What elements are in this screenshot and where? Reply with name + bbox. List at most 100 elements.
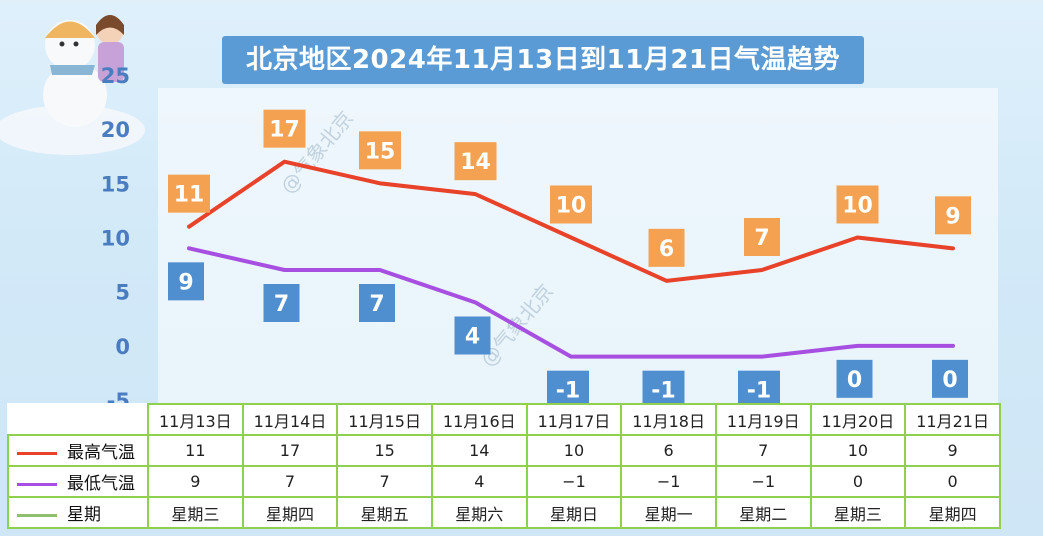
low-temp-label-box: [359, 284, 395, 322]
legend-line-swatch: [17, 482, 57, 486]
high-temp-label: 6: [659, 237, 674, 262]
low-temp-label-box: [932, 359, 968, 398]
high-temp-label-box: [648, 228, 685, 267]
table-cell: 7: [336, 465, 433, 498]
empty-corner-cell: [8, 404, 148, 435]
high-temp-line: [187, 159, 955, 283]
table-cell: 10: [525, 434, 623, 467]
table-cell: 星期五: [336, 496, 433, 529]
table-cell: −1: [620, 465, 717, 498]
series-lines: [187, 159, 955, 359]
low-temp-label: 9: [178, 270, 193, 295]
y-tick-label: 10: [101, 227, 130, 251]
high-temp-label-box: [359, 131, 401, 170]
low-temp-label-box: [454, 316, 491, 355]
date-cell: 11月19日: [714, 403, 812, 436]
table-cell: 14: [430, 434, 528, 467]
row-legend-cell: 最低气温: [7, 465, 149, 498]
high-temp-label: 11: [174, 183, 205, 208]
legend-line-swatch: [17, 513, 57, 517]
low-temp-label: 0: [847, 368, 862, 393]
table-cell: 7: [241, 465, 339, 498]
low-temp-label: -1: [556, 379, 580, 404]
table-body: 11月13日 11月14日 11月15日 11月16日 11月17日 11月18日 11月1…: [7, 403, 1001, 529]
chart-title: 北京地区2024年11月13日到11月21日气温趋势: [245, 45, 841, 75]
high-temp-label: 9: [945, 204, 960, 229]
low-temp-label-box: [738, 370, 780, 409]
date-cell: 11月20日: [809, 403, 907, 436]
high-temp-label-box: [935, 196, 971, 235]
row-label: 最高气温: [67, 443, 135, 463]
table-row: 星期 星期三 星期四 星期五 星期六 星期日 星期一 星期二 星期三 星期四: [7, 496, 1001, 529]
row-legend-cell: 最高气温: [7, 434, 149, 467]
low-temp-label-box: [263, 284, 300, 322]
low-temp-label: 7: [369, 292, 384, 317]
date-cell: 11月18日: [620, 403, 717, 436]
data-table: 11月13日 11月14日 11月15日 11月16日 11月17日 11月18日 11月1…: [7, 403, 1001, 529]
table-cell: 11: [147, 434, 244, 467]
high-temp-label-box: [550, 185, 592, 224]
table-cell: 0: [904, 465, 1001, 498]
y-tick-label: 5: [115, 281, 130, 305]
date-header-row: 11月13日 11月14日 11月15日 11月16日 11月17日 11月18日 11月1…: [8, 403, 1001, 436]
date-cell: 11月13日: [147, 403, 244, 436]
snowman-illustration: [0, 15, 145, 155]
high-temp-label: 15: [365, 139, 396, 164]
low-temp-label-box: [547, 370, 589, 409]
table-cell: 星期四: [241, 496, 339, 529]
high-temp-label: 17: [269, 118, 300, 143]
table-cell: −1: [525, 465, 623, 498]
low-temp-label: 4: [465, 325, 480, 350]
high-temp-label: 10: [556, 194, 587, 219]
table-cell: 星期二: [714, 496, 812, 529]
y-tick-label: 0: [115, 335, 130, 359]
y-tick-label: 20: [101, 118, 130, 142]
y-tick-label: 15: [101, 172, 130, 196]
row-label: 星期: [67, 505, 101, 525]
table-cell: 星期四: [904, 496, 1001, 529]
low-temp-label: -1: [651, 379, 675, 404]
low-temp-label: -1: [747, 379, 771, 404]
high-temp-label: 14: [460, 150, 491, 175]
table-cell: 6: [620, 434, 717, 467]
table-cell: 10: [809, 434, 907, 467]
table-cell: 9: [904, 434, 1001, 467]
date-cell: 11月15日: [336, 403, 433, 436]
high-temp-label: 10: [842, 194, 873, 219]
table-cell: 15: [336, 434, 433, 467]
low-temp-line: [187, 246, 955, 359]
watermarks: @气象北京@气象北京: [275, 106, 558, 371]
table-cell: 0: [809, 465, 907, 498]
date-cell: 11月17日: [525, 403, 623, 436]
legend-line-swatch: [17, 451, 57, 455]
table-cell: 4: [430, 465, 528, 498]
table-cell: 星期三: [809, 496, 907, 529]
low-temp-label: 0: [942, 368, 957, 393]
high-temp-label: 7: [754, 226, 769, 251]
title-banner: [222, 36, 864, 84]
low-temp-label: 7: [274, 292, 289, 317]
table-cell: 9: [147, 465, 244, 498]
table-cell: 星期六: [430, 496, 528, 529]
date-cell: 11月21日: [904, 403, 1001, 436]
table-cell: 星期日: [525, 496, 623, 529]
high-temp-label-box: [263, 109, 306, 148]
high-temp-label-box: [168, 174, 210, 213]
high-temp-label-box: [454, 142, 497, 181]
date-cell: 11月16日: [430, 403, 528, 436]
table-cell: 星期一: [620, 496, 717, 529]
table-row: 最低气温 9 7 7 4 −1 −1 −1 0 0: [7, 465, 1001, 498]
table-row: 最高气温 11 17 15 14 10 6 7 10 9: [7, 434, 1001, 467]
low-temp-label-box: [836, 359, 873, 398]
row-legend-cell: 星期: [7, 496, 149, 529]
table-cell: 17: [241, 434, 339, 467]
table-cell: 7: [714, 434, 812, 467]
data-labels: 11 17 15 14 10 6 7 10 9 9 7 7 4 -1 -1 -1 0 0: [168, 109, 971, 409]
low-temp-label-box: [642, 370, 685, 409]
table-cell: −1: [714, 465, 812, 498]
table-cell: 星期三: [147, 496, 244, 529]
high-temp-label-box: [744, 218, 780, 256]
high-temp-label-box: [836, 185, 879, 224]
